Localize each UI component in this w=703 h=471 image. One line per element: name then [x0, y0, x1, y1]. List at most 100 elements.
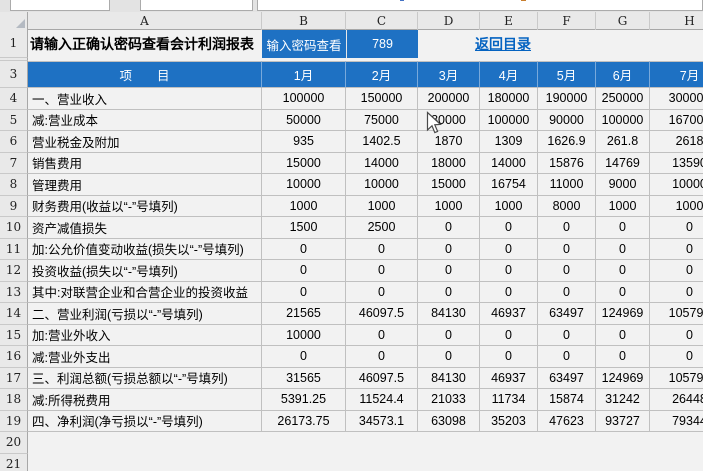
cell-C9[interactable]: 1000: [346, 195, 418, 217]
column-header-D[interactable]: D: [418, 12, 480, 30]
cell-F13[interactable]: 0: [538, 281, 596, 303]
cell-H15[interactable]: 0: [650, 325, 703, 346]
cell-C11[interactable]: 0: [346, 238, 418, 260]
row-header-9[interactable]: 9: [0, 195, 28, 217]
cell-A18-label[interactable]: 减:所得税费用: [28, 389, 262, 411]
cell-E17[interactable]: 46937: [480, 367, 538, 389]
row-header-3[interactable]: 3: [0, 61, 28, 88]
column-header-F[interactable]: F: [538, 12, 596, 30]
cell-G11[interactable]: 0: [596, 238, 650, 260]
cell-F5[interactable]: 90000: [538, 109, 596, 131]
cell-a1-password-prompt[interactable]: 请输入正确认密码查看会计利润报表: [30, 36, 254, 52]
cell-E18[interactable]: 11734: [480, 389, 538, 411]
cell-G19[interactable]: 93727: [596, 410, 650, 432]
cell-E11[interactable]: 0: [480, 238, 538, 260]
cell-D13[interactable]: 0: [418, 281, 480, 303]
row-header-16[interactable]: 16: [0, 346, 28, 368]
cell-F6[interactable]: 1626.9: [538, 131, 596, 153]
table-header-month-6月[interactable]: 6月: [596, 61, 650, 88]
row-header-21[interactable]: 21: [0, 453, 28, 471]
password-value-cell[interactable]: 789: [346, 30, 418, 58]
cell-A17-label[interactable]: 三、利润总额(亏损总额以“-”号填列): [28, 367, 262, 389]
cell-C5[interactable]: 75000: [346, 109, 418, 131]
cell-G5[interactable]: 100000: [596, 109, 650, 131]
cell-D10[interactable]: 0: [418, 217, 480, 239]
cell-C7[interactable]: 14000: [346, 152, 418, 174]
cell-C18[interactable]: 11524.4: [346, 389, 418, 411]
cell-B8[interactable]: 10000: [262, 174, 346, 196]
back-to-directory-link[interactable]: 返回目录: [475, 36, 531, 52]
row-header-13[interactable]: 13: [0, 281, 28, 303]
cell-F9[interactable]: 8000: [538, 195, 596, 217]
cell-E16[interactable]: 0: [480, 346, 538, 368]
row-header-12[interactable]: 12: [0, 260, 28, 282]
row-header-10[interactable]: 10: [0, 217, 28, 239]
cell-G10[interactable]: 0: [596, 217, 650, 239]
cell-H18[interactable]: 26448: [650, 389, 703, 411]
cell-E14[interactable]: 46937: [480, 303, 538, 325]
row-header-7[interactable]: 7: [0, 152, 28, 174]
table-header-month-7月[interactable]: 7月: [650, 61, 703, 88]
cell-F7[interactable]: 15876: [538, 152, 596, 174]
cell-C15[interactable]: 0: [346, 324, 418, 346]
cell-B18[interactable]: 5391.25: [262, 389, 346, 411]
cell-C13[interactable]: 0: [346, 281, 418, 303]
cell-G8[interactable]: 9000: [596, 174, 650, 196]
cell-F4[interactable]: 190000: [538, 88, 596, 110]
cell-E9[interactable]: 1000: [480, 195, 538, 217]
cell-E6[interactable]: 1309: [480, 131, 538, 153]
cell-G6[interactable]: 261.8: [596, 131, 650, 153]
cell-A14-label[interactable]: 二、营业利润(亏损以“-”号填列): [28, 303, 262, 325]
cell-H16[interactable]: 0: [650, 346, 703, 368]
cell-F19[interactable]: 47623: [538, 410, 596, 432]
cell-A5-label[interactable]: 减:营业成本: [28, 109, 262, 131]
cell-D15[interactable]: 0: [418, 324, 480, 346]
cell-D18[interactable]: 21033: [418, 389, 480, 411]
cell-B16[interactable]: 0: [262, 346, 346, 368]
cell-E10[interactable]: 0: [480, 217, 538, 239]
row-header-6[interactable]: 6: [0, 131, 28, 153]
name-box[interactable]: [10, 0, 110, 11]
column-header-H[interactable]: H: [650, 12, 703, 30]
cell-H12[interactable]: 0: [650, 260, 703, 282]
cell-D19[interactable]: 63098: [418, 410, 480, 432]
cell-C12[interactable]: 0: [346, 260, 418, 282]
cell-F18[interactable]: 15874: [538, 389, 596, 411]
cell-G9[interactable]: 1000: [596, 195, 650, 217]
cell-E15[interactable]: 0: [480, 324, 538, 346]
column-header-G[interactable]: G: [596, 12, 650, 30]
table-header-month-3月[interactable]: 3月: [418, 61, 480, 88]
cell-G4[interactable]: 250000: [596, 88, 650, 110]
cell-E5[interactable]: 100000: [480, 109, 538, 131]
cell-H9[interactable]: 1000: [650, 196, 703, 217]
cell-H6[interactable]: 2618: [650, 131, 703, 153]
cell-B6[interactable]: 935: [262, 131, 346, 153]
table-header-month-1月[interactable]: 1月: [262, 61, 346, 88]
cell-B17[interactable]: 31565: [262, 367, 346, 389]
cell-B9[interactable]: 1000: [262, 195, 346, 217]
cell-D12[interactable]: 0: [418, 260, 480, 282]
cell-F12[interactable]: 0: [538, 260, 596, 282]
cell-H8[interactable]: 10000: [650, 174, 703, 196]
cell-A9-label[interactable]: 财务费用(收益以“-”号填列): [28, 195, 262, 217]
cell-F17[interactable]: 63497: [538, 367, 596, 389]
cell-A15-label[interactable]: 加:营业外收入: [28, 324, 262, 346]
cell-A8-label[interactable]: 管理费用: [28, 174, 262, 196]
formula-input[interactable]: [257, 0, 703, 11]
cell-G16[interactable]: 0: [596, 346, 650, 368]
cell-D17[interactable]: 84130: [418, 367, 480, 389]
select-all-corner[interactable]: [0, 12, 28, 30]
cell-E19[interactable]: 35203: [480, 410, 538, 432]
cell-F11[interactable]: 0: [538, 238, 596, 260]
table-header-item-column[interactable]: 项 目: [28, 61, 262, 88]
cell-G13[interactable]: 0: [596, 281, 650, 303]
cell-B15[interactable]: 10000: [262, 324, 346, 346]
row-header-18[interactable]: 18: [0, 389, 28, 411]
cell-F16[interactable]: 0: [538, 346, 596, 368]
cell-B19[interactable]: 26173.75: [262, 410, 346, 432]
row-header-1[interactable]: 1: [0, 30, 28, 58]
cell-D7[interactable]: 18000: [418, 152, 480, 174]
cell-E4[interactable]: 180000: [480, 88, 538, 110]
cell-F10[interactable]: 0: [538, 217, 596, 239]
cell-G14[interactable]: 124969: [596, 303, 650, 325]
